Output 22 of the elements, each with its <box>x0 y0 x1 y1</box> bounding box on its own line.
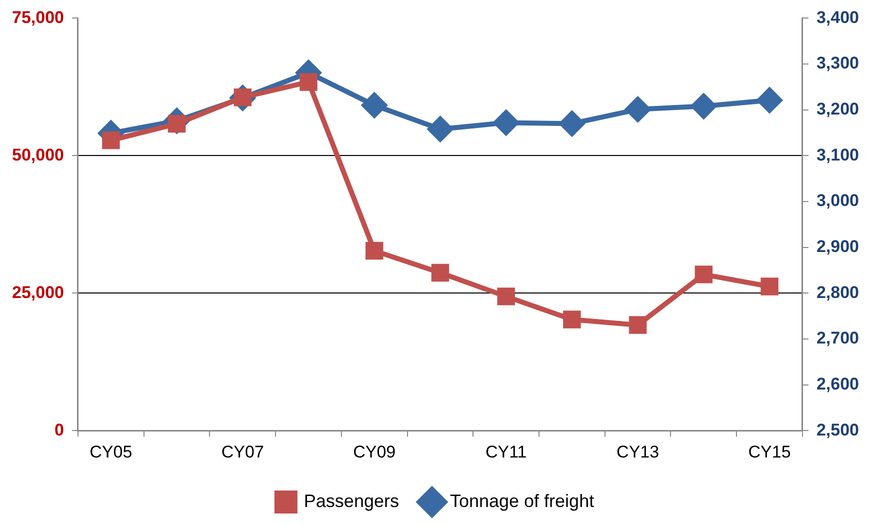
y2-tick-label: 2,900 <box>816 237 860 256</box>
y2-tick-label: 3,400 <box>816 8 860 27</box>
x-tick-label: CY07 <box>221 442 264 462</box>
y-tick-label: 75,000 <box>12 8 64 27</box>
y-tick-label: 25,000 <box>12 282 64 302</box>
y-tick-label: 50,000 <box>12 145 64 164</box>
y2-tick-label: 2,700 <box>816 328 860 348</box>
x-tick-label: CY09 <box>353 442 396 462</box>
y2-tick-label: 2,600 <box>816 374 860 394</box>
x-tick-label: CY05 <box>90 442 132 462</box>
x-tick-label: CY13 <box>616 442 660 462</box>
legend-label: Passengers <box>304 490 399 511</box>
legend-label: Tonnage of freight <box>450 490 594 511</box>
x-tick-label: CY11 <box>485 442 527 462</box>
y-tick-label: 0 <box>54 420 64 440</box>
y2-tick-label: 2,500 <box>816 420 860 440</box>
y2-tick-label: 3,300 <box>816 54 860 73</box>
y2-tick-label: 3,100 <box>816 145 860 164</box>
y2-tick-label: 2,800 <box>816 282 860 302</box>
y2-tick-label: 3,200 <box>816 100 860 119</box>
x-tick-label: CY15 <box>748 442 791 462</box>
y2-tick-label: 3,000 <box>816 191 860 210</box>
